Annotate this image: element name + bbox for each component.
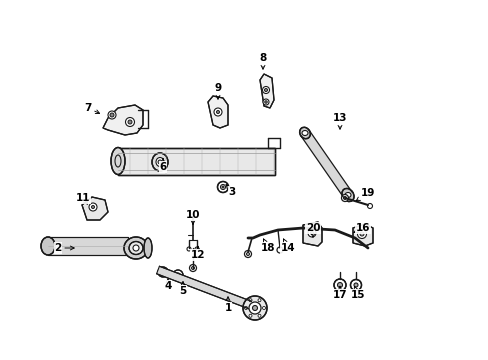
Ellipse shape [258,299,261,302]
Ellipse shape [244,306,247,310]
Text: 10: 10 [185,210,200,224]
Text: 2: 2 [54,243,74,253]
Text: 11: 11 [76,193,90,204]
Ellipse shape [248,314,251,317]
Ellipse shape [158,160,162,164]
Ellipse shape [152,153,168,171]
Ellipse shape [357,230,366,238]
Text: 1: 1 [224,297,231,313]
Ellipse shape [345,193,350,198]
Text: 4: 4 [164,279,171,291]
Text: 9: 9 [214,83,221,99]
Ellipse shape [248,302,261,314]
Ellipse shape [124,237,148,259]
Text: 19: 19 [355,188,374,201]
Ellipse shape [246,252,249,256]
Text: 5: 5 [179,282,186,296]
Polygon shape [156,266,251,309]
Polygon shape [352,224,372,246]
Ellipse shape [189,265,196,271]
Ellipse shape [262,306,265,310]
Ellipse shape [341,194,348,202]
Ellipse shape [156,158,163,166]
Text: 12: 12 [190,247,205,260]
Ellipse shape [125,117,134,126]
Text: 20: 20 [305,223,320,237]
Ellipse shape [263,99,268,105]
Polygon shape [260,74,273,108]
Ellipse shape [264,89,267,91]
Ellipse shape [248,299,251,302]
Text: 14: 14 [280,239,295,253]
Ellipse shape [337,283,342,288]
Text: 3: 3 [225,185,235,197]
Ellipse shape [143,238,152,258]
Text: 18: 18 [260,239,275,253]
Ellipse shape [243,296,266,320]
Polygon shape [303,222,321,246]
Ellipse shape [341,188,353,202]
Polygon shape [103,105,142,135]
Ellipse shape [216,111,219,113]
Ellipse shape [353,283,357,287]
Ellipse shape [91,206,94,208]
Ellipse shape [222,186,224,188]
Ellipse shape [160,270,165,274]
Ellipse shape [262,86,269,94]
Ellipse shape [310,231,313,234]
Ellipse shape [367,203,372,208]
Ellipse shape [173,270,183,280]
Text: 17: 17 [332,287,346,300]
Ellipse shape [359,232,363,236]
Ellipse shape [129,242,142,255]
Ellipse shape [302,130,307,135]
Ellipse shape [158,267,168,277]
Polygon shape [300,130,351,198]
Ellipse shape [264,101,267,103]
Ellipse shape [307,229,315,237]
Ellipse shape [133,245,139,251]
Ellipse shape [252,306,257,310]
Ellipse shape [128,120,132,124]
Ellipse shape [299,127,310,139]
Ellipse shape [191,266,194,270]
Text: 6: 6 [159,158,166,172]
Text: 16: 16 [353,223,369,233]
Ellipse shape [89,203,97,211]
Text: 7: 7 [84,103,100,113]
Polygon shape [118,148,274,175]
Ellipse shape [110,113,114,117]
Ellipse shape [258,314,261,317]
Polygon shape [207,96,227,128]
Ellipse shape [343,197,346,199]
Ellipse shape [41,237,55,255]
Ellipse shape [276,247,283,253]
Ellipse shape [217,181,228,193]
Ellipse shape [244,251,251,257]
Ellipse shape [214,108,222,116]
Polygon shape [48,237,128,255]
Text: 8: 8 [259,53,266,69]
Polygon shape [82,197,108,220]
Ellipse shape [333,279,346,291]
Text: 15: 15 [350,287,365,300]
Ellipse shape [108,111,116,119]
Ellipse shape [176,273,180,277]
Ellipse shape [350,279,361,291]
Ellipse shape [111,148,125,175]
Text: 13: 13 [332,113,346,129]
